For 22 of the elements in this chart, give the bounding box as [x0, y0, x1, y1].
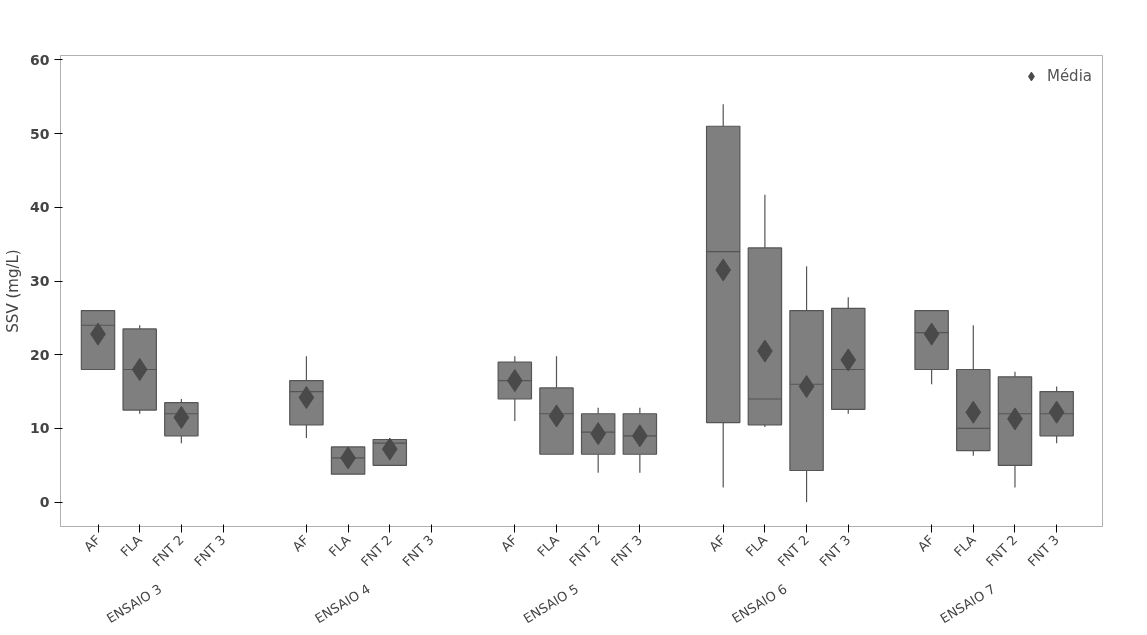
x-tick-label: FLA: [951, 532, 979, 560]
y-tick-label: 50: [30, 125, 50, 142]
x-tick-label: AF: [914, 532, 937, 555]
x-tick-label: FLA: [742, 532, 771, 560]
x-tick-label: AF: [497, 532, 521, 555]
point: [840, 348, 857, 372]
y-tick-label: 40: [30, 199, 50, 216]
point: [715, 258, 732, 282]
x-tick-label: FLA: [117, 532, 146, 560]
y-tick-label: 30: [30, 273, 50, 290]
point: [798, 374, 815, 398]
x-tick-label: AF: [706, 532, 729, 555]
x-tick-label: FLA: [325, 532, 354, 560]
y-tick-label: 0: [39, 494, 50, 511]
x-tick-label: FLA: [534, 532, 562, 560]
y-tick-label: 20: [30, 346, 50, 363]
legend-label: Média: [1046, 67, 1092, 85]
x-tick-label: AF: [289, 532, 312, 555]
y-tick-label: 10: [30, 420, 50, 437]
y-tick-label: 60: [30, 51, 50, 68]
x-tick-label: AF: [81, 532, 104, 555]
y-axis-title: SSV (mg/L): [4, 249, 23, 333]
